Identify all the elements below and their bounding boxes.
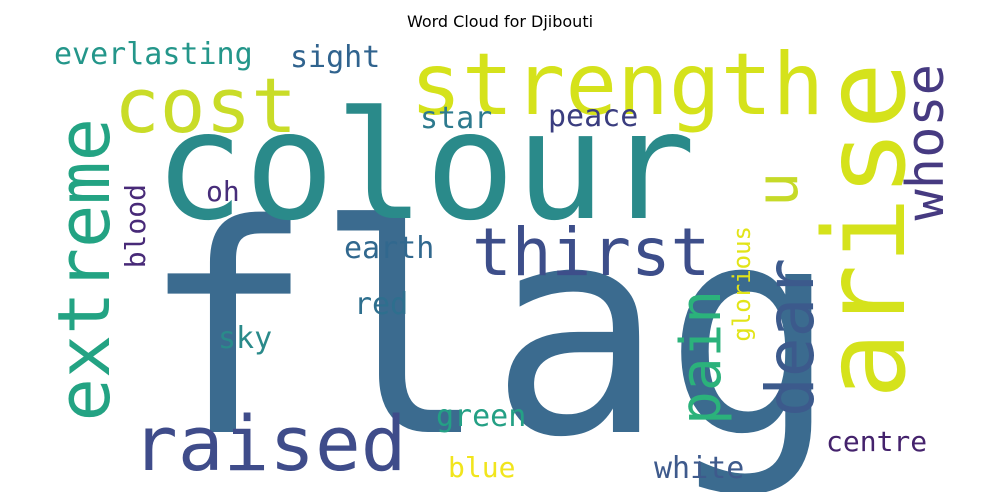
word-blood: blood (119, 184, 152, 269)
word-everlasting: everlasting (54, 40, 253, 72)
word-whose: whose (896, 64, 952, 221)
word-star: star (420, 101, 493, 136)
word-white: white (654, 451, 745, 486)
word-thirst: thirst (472, 214, 711, 291)
word-glorious: glorious (728, 226, 756, 342)
word-blue: blue (448, 451, 516, 484)
word-peace: peace (548, 99, 639, 134)
word-raised: raised (132, 399, 407, 488)
word-centre: centre (826, 425, 928, 458)
word-cost: cost (114, 61, 298, 150)
word-u: u (743, 172, 811, 207)
word-pain: pain (669, 290, 734, 425)
word-strength: strength (410, 40, 825, 135)
word-flag: flag (140, 164, 839, 492)
word-green: green (436, 399, 527, 434)
word-red: red (354, 287, 409, 322)
word-sky: sky (218, 321, 273, 356)
word-oh: oh (206, 175, 240, 208)
word-extreme: extreme (48, 118, 126, 422)
word-earth: earth (344, 231, 435, 266)
chart-title: Word Cloud for Djibouti (406, 12, 594, 31)
word-colour: colour (154, 80, 696, 254)
word-cloud: flag colour strength arise cost raised e… (48, 40, 952, 492)
word-sight: sight (290, 40, 381, 75)
word-dear: dear (752, 258, 829, 417)
